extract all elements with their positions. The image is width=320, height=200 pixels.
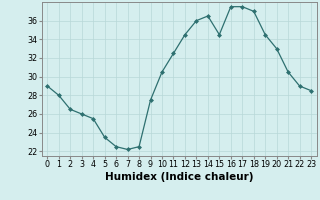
X-axis label: Humidex (Indice chaleur): Humidex (Indice chaleur)	[105, 172, 253, 182]
